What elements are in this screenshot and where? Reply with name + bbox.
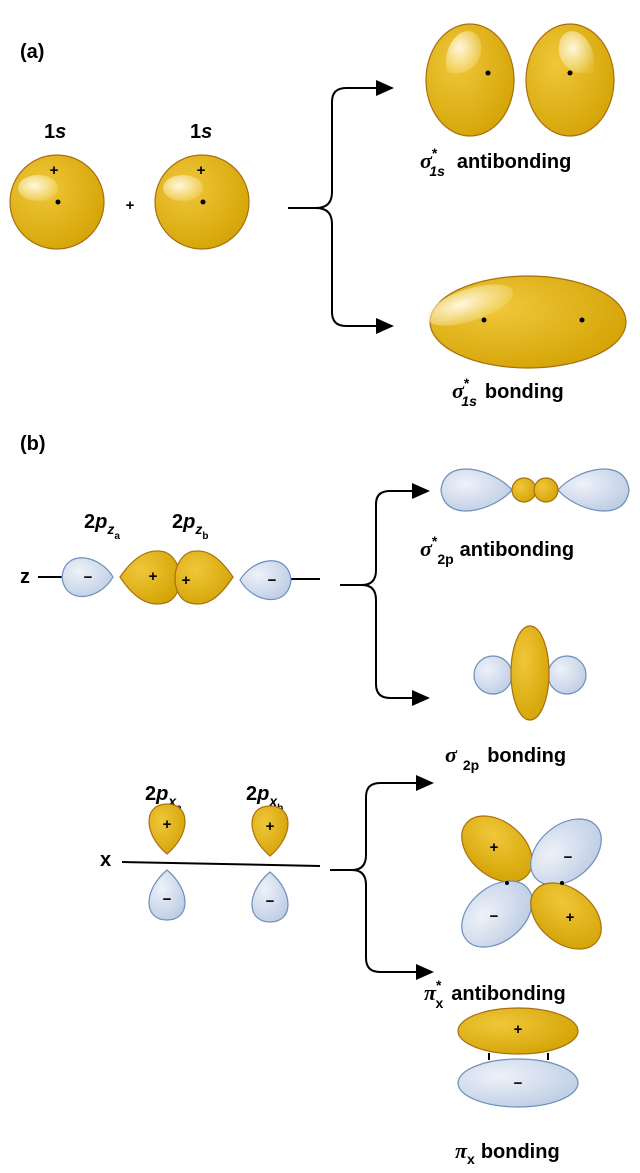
sub: 1s — [461, 393, 477, 409]
sign: + — [490, 839, 499, 856]
sub: x — [435, 995, 443, 1011]
diagram: (a) 1s 1s + + + σ*1santibonding σ*1sbond… — [0, 0, 640, 1173]
word: bonding — [487, 745, 566, 767]
nucleus — [486, 71, 491, 76]
l: s — [201, 121, 212, 143]
sign: + — [149, 568, 158, 585]
nucleus — [560, 881, 564, 885]
arrow — [288, 88, 392, 208]
arrow — [362, 585, 428, 698]
arrow — [316, 208, 392, 326]
subsub: b — [202, 531, 208, 542]
sign: + — [566, 909, 575, 926]
p-lobe — [474, 656, 512, 694]
word: antibonding — [457, 151, 571, 173]
sign: + — [182, 572, 191, 589]
sign: − — [266, 893, 275, 910]
symbol: σ — [445, 742, 458, 767]
p-lobe — [512, 478, 536, 502]
p-lobe — [511, 626, 549, 720]
n: 1 — [44, 121, 55, 143]
panel-label: (b) — [20, 433, 46, 455]
arrow — [330, 783, 432, 870]
p-lobe — [441, 469, 512, 511]
orbital-label: 1s — [44, 121, 66, 143]
mo-label: π*xantibonding — [424, 977, 566, 1011]
panel-label: (a) — [20, 41, 44, 63]
n: 2 — [246, 783, 257, 805]
sign: + — [163, 816, 172, 833]
sign: − — [514, 1075, 523, 1092]
sup: * — [432, 145, 438, 161]
p-lobe — [548, 656, 586, 694]
sign: + — [514, 1021, 523, 1038]
nucleus — [201, 200, 206, 205]
subsub: a — [114, 531, 120, 542]
p-lobe — [240, 561, 291, 600]
orbital-label: 1s — [190, 121, 212, 143]
axis — [122, 862, 320, 866]
axis-label: z — [20, 566, 30, 588]
sign: − — [490, 908, 499, 925]
word: bonding — [481, 1141, 560, 1163]
nucleus — [568, 71, 573, 76]
sub: 2p — [463, 757, 479, 773]
n: 2 — [172, 511, 183, 533]
sub: 1s — [429, 163, 445, 179]
sign: + — [197, 162, 206, 179]
nucleus — [580, 318, 585, 323]
nucleus — [505, 881, 509, 885]
plus: + — [126, 197, 135, 214]
l: p — [256, 783, 269, 805]
sub: z — [194, 521, 202, 537]
sup: * — [436, 977, 442, 993]
nucleus — [482, 318, 487, 323]
word: bonding — [485, 381, 564, 403]
sign: − — [564, 849, 573, 866]
mo-label: πxbonding — [455, 1138, 560, 1167]
l: p — [94, 511, 107, 533]
sign: + — [266, 818, 275, 835]
n: 2 — [84, 511, 95, 533]
mo-label: σ 2p bonding — [445, 742, 566, 773]
sup: * — [432, 533, 438, 549]
l: s — [55, 121, 66, 143]
sup: * — [464, 375, 470, 391]
p-lobe — [558, 469, 629, 511]
l: p — [155, 783, 168, 805]
sub: 2p — [437, 551, 453, 567]
sub: z — [106, 521, 114, 537]
arrow — [340, 491, 428, 585]
sign: − — [84, 569, 93, 586]
orbital-label: 2pza — [84, 511, 120, 542]
word: antibonding — [451, 983, 565, 1005]
word: antibonding — [460, 539, 574, 561]
sub: x — [467, 1151, 475, 1167]
l: p — [182, 511, 195, 533]
n: 1 — [190, 121, 201, 143]
sign: − — [268, 572, 277, 589]
axis-label: x — [100, 849, 111, 871]
p-lobe — [534, 478, 558, 502]
sign: + — [50, 162, 59, 179]
n: 2 — [145, 783, 156, 805]
orbital-label: 2pzb — [172, 511, 208, 542]
sign: − — [163, 891, 172, 908]
arrow — [352, 870, 432, 972]
nucleus — [56, 200, 61, 205]
